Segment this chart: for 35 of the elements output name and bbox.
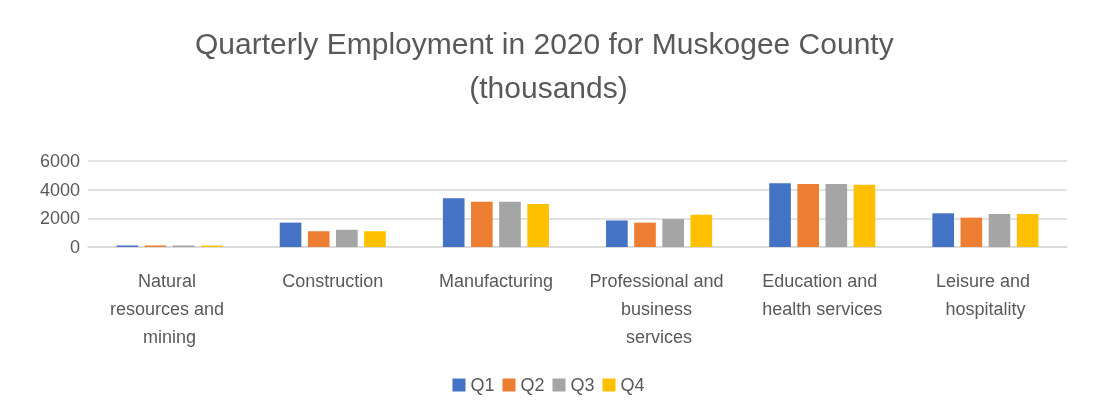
bar: [690, 214, 713, 247]
x-tick-label: Leisure and hospitality: [935, 271, 1035, 319]
bar: [442, 198, 465, 247]
x-tick-label: Education and health services: [762, 271, 883, 319]
bar: [364, 231, 386, 247]
bar: [932, 213, 955, 247]
bar: [662, 219, 684, 247]
bar: [471, 201, 493, 247]
bar: [307, 231, 330, 247]
y-tick-label: 6000: [39, 151, 80, 171]
y-tick-label: 2000: [39, 208, 80, 229]
bar: [797, 183, 819, 247]
bar: [634, 222, 656, 247]
bar: [1016, 214, 1039, 247]
bar: [527, 204, 549, 247]
bar: [988, 214, 1011, 247]
legend-label: Q3: [570, 375, 595, 395]
bar: [853, 184, 876, 247]
x-tick-label: Construction: [282, 271, 384, 291]
x-tick-label: Natural resources and mining: [110, 271, 230, 347]
bar: [499, 201, 521, 247]
x-tick-label: Manufacturing: [438, 271, 553, 291]
y-tick-label: 4000: [39, 179, 80, 200]
legend-label: Q2: [520, 375, 545, 395]
bar: [606, 220, 628, 247]
legend-label: Q1: [470, 375, 495, 395]
bar: [336, 229, 358, 247]
bar: [769, 183, 791, 247]
bar: [825, 183, 848, 247]
legend-label: Q4: [620, 375, 645, 395]
y-tick-label: 0: [69, 237, 80, 257]
bar: [279, 222, 302, 247]
bar: [960, 217, 983, 247]
chart-title: Quarterly Employment in 2020 for Muskogee County (thousands): [194, 26, 903, 104]
x-tick-label: Professional and business services: [589, 271, 729, 347]
